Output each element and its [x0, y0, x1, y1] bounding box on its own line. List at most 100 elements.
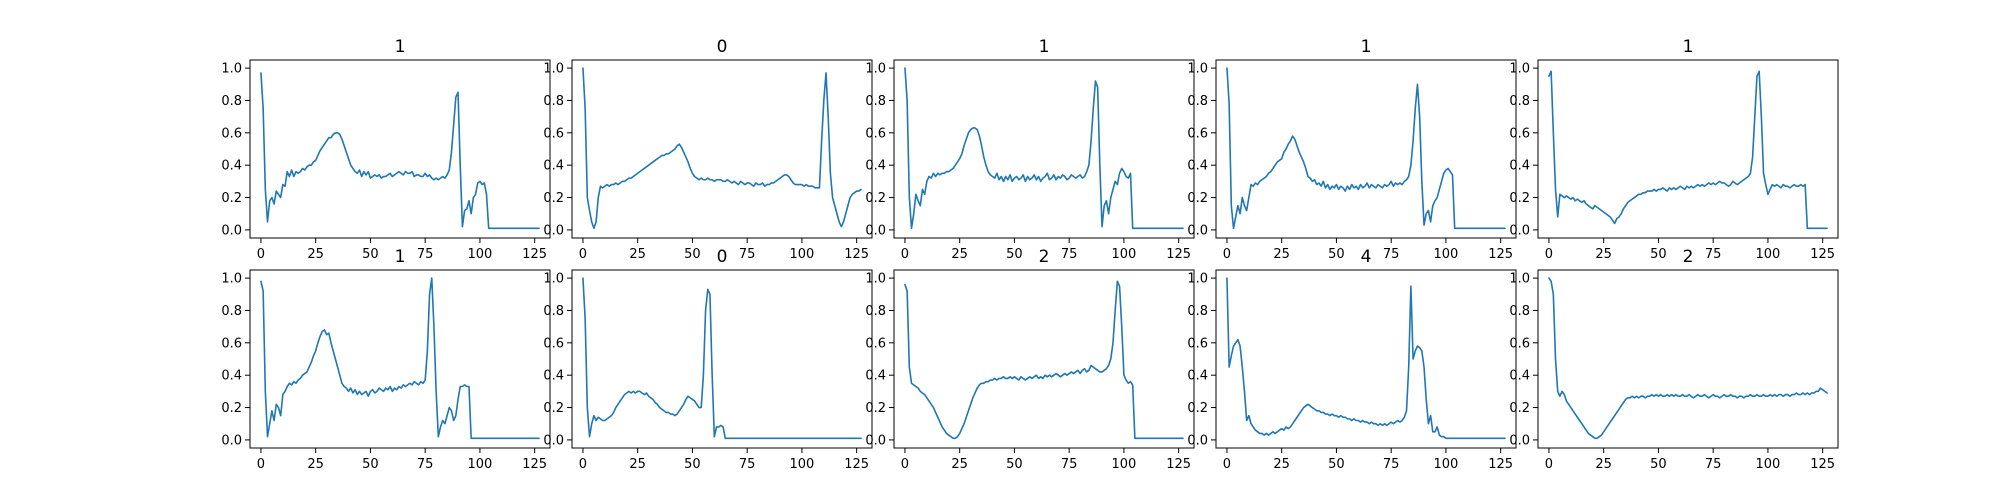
- axes-frame: [1537, 59, 1839, 239]
- series-line: [582, 67, 862, 230]
- x-tick-label: 100: [1112, 247, 1137, 262]
- axes-frame: [893, 269, 1195, 449]
- y-tick-label: 0.6: [1187, 126, 1208, 141]
- y-tick-label: 0.2: [865, 401, 886, 416]
- x-tick-label: 0: [1545, 457, 1553, 472]
- x-tick-label: 100: [790, 457, 815, 472]
- series-line: [1548, 277, 1828, 440]
- y-tick-label: 0.2: [865, 191, 886, 206]
- x-tick-label: 75: [417, 457, 434, 472]
- series-line: [904, 280, 1184, 440]
- x-tick-label: 50: [1006, 247, 1023, 262]
- x-tick-label: 50: [1650, 457, 1667, 472]
- x-tick-label: 125: [844, 457, 869, 472]
- x-tick-label: 0: [1223, 247, 1231, 262]
- y-tick-label: 0.6: [543, 336, 564, 351]
- x-tick-label: 100: [1756, 457, 1781, 472]
- y-tick-label: 0.2: [1187, 401, 1208, 416]
- x-tick-label: 125: [1488, 247, 1513, 262]
- x-tick-label: 125: [1166, 457, 1191, 472]
- y-tick-label: 0.4: [1509, 159, 1530, 174]
- x-tick-label: 25: [951, 247, 968, 262]
- x-tick-label: 25: [307, 247, 324, 262]
- series-line: [1548, 70, 1828, 230]
- x-tick-label: 125: [522, 247, 547, 262]
- x-tick-label: 75: [739, 247, 756, 262]
- y-tick-label: 1.0: [543, 62, 564, 77]
- y-tick-label: 0.6: [1187, 336, 1208, 351]
- axes-frame: [1215, 59, 1517, 239]
- y-tick-label: 0.6: [1509, 126, 1530, 141]
- y-tick-label: 0.2: [1187, 191, 1208, 206]
- y-tick-label: 0.2: [221, 401, 242, 416]
- x-tick-label: 125: [522, 457, 547, 472]
- x-tick-label: 0: [1545, 247, 1553, 262]
- x-tick-label: 25: [1595, 457, 1612, 472]
- subplot-6: 1 0 25 50 75 100 125 0.0 0.2 0.4 0.6 0.8 1.0: [221, 247, 551, 472]
- x-tick-label: 50: [362, 457, 379, 472]
- axes-frame: [571, 59, 873, 239]
- x-tick-label: 25: [629, 247, 646, 262]
- series-line: [904, 67, 1184, 230]
- x-tick-label: 0: [901, 247, 909, 262]
- axes-frame: [571, 269, 873, 449]
- x-tick-label: 75: [1061, 457, 1078, 472]
- y-tick-label: 0.8: [865, 304, 886, 319]
- y-tick-label: 1.0: [1509, 62, 1530, 77]
- x-tick-label: 0: [257, 247, 265, 262]
- y-tick-label: 1.0: [865, 272, 886, 287]
- series-line: [1226, 277, 1506, 440]
- y-tick-label: 0.0: [221, 223, 242, 238]
- subplot-title: 4: [1361, 247, 1372, 267]
- x-tick-label: 50: [1328, 457, 1345, 472]
- x-tick-label: 0: [1223, 457, 1231, 472]
- series-line: [1226, 67, 1506, 230]
- y-tick-label: 0.6: [221, 336, 242, 351]
- x-tick-label: 50: [684, 247, 701, 262]
- y-tick-label: 0.8: [543, 94, 564, 109]
- x-tick-label: 25: [307, 457, 324, 472]
- x-tick-label: 25: [629, 457, 646, 472]
- x-tick-label: 75: [1383, 457, 1400, 472]
- y-tick-label: 0.2: [543, 191, 564, 206]
- subplot-title: 1: [1683, 37, 1694, 57]
- series-line: [582, 277, 862, 440]
- y-tick-label: 0.8: [1187, 94, 1208, 109]
- y-tick-label: 0.0: [1187, 433, 1208, 448]
- y-tick-label: 0.4: [221, 159, 242, 174]
- x-tick-label: 25: [1273, 457, 1290, 472]
- x-tick-label: 0: [579, 457, 587, 472]
- subplot-title: 1: [395, 247, 406, 267]
- y-tick-label: 0.2: [543, 401, 564, 416]
- x-tick-label: 125: [1810, 247, 1835, 262]
- y-tick-label: 0.0: [1509, 223, 1530, 238]
- y-tick-label: 0.0: [1509, 433, 1530, 448]
- x-tick-label: 75: [417, 247, 434, 262]
- axes-frame: [1537, 269, 1839, 449]
- y-tick-label: 0.0: [221, 433, 242, 448]
- y-tick-label: 0.8: [865, 94, 886, 109]
- y-tick-label: 0.0: [865, 433, 886, 448]
- y-tick-label: 0.4: [1187, 159, 1208, 174]
- y-tick-label: 1.0: [865, 62, 886, 77]
- y-tick-label: 0.0: [543, 433, 564, 448]
- y-tick-label: 0.8: [221, 94, 242, 109]
- subplot-2: 0 0 25 50 75 100 125 0.0 0.2 0.4 0.6 0.8 1.0: [543, 37, 873, 262]
- axes-frame: [893, 59, 1195, 239]
- y-tick-label: 0.4: [1509, 369, 1530, 384]
- subplot-title: 2: [1683, 247, 1694, 267]
- x-tick-label: 75: [739, 457, 756, 472]
- y-tick-label: 1.0: [543, 272, 564, 287]
- x-tick-label: 125: [844, 247, 869, 262]
- x-tick-label: 100: [468, 457, 493, 472]
- y-tick-label: 0.6: [543, 126, 564, 141]
- y-tick-label: 0.4: [221, 369, 242, 384]
- x-tick-label: 0: [901, 457, 909, 472]
- subplot-1: 1 0 25 50 75 100 125 0.0 0.2 0.4 0.6 0.8 1.0: [221, 37, 551, 262]
- x-tick-label: 50: [362, 247, 379, 262]
- x-tick-label: 125: [1488, 457, 1513, 472]
- y-tick-label: 0.8: [221, 304, 242, 319]
- y-tick-label: 0.0: [543, 223, 564, 238]
- x-tick-label: 100: [790, 247, 815, 262]
- x-tick-label: 0: [579, 247, 587, 262]
